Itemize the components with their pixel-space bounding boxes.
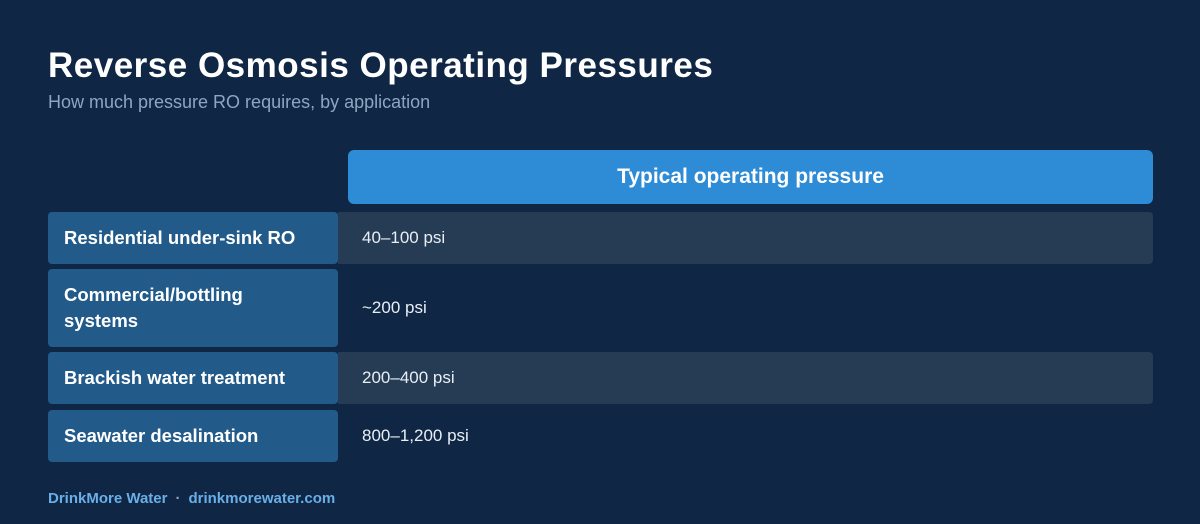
row-label: Seawater desalination — [48, 410, 338, 462]
page-subtitle: How much pressure RO requires, by applic… — [48, 92, 431, 112]
row-value: ~200 psi — [362, 298, 427, 317]
row-label: Brackish water treatment — [48, 352, 338, 404]
table-row: Brackish water treatment 200–400 psi — [48, 352, 1153, 404]
row-value: 40–100 psi — [338, 212, 1153, 264]
table-row: Commercial/bottling systems ~200 psi — [48, 269, 1153, 347]
footer-separator: · — [175, 490, 181, 507]
footer-link[interactable]: drinkmorewater.com — [188, 490, 336, 507]
row-value: 200–400 psi — [338, 352, 1153, 404]
column-header: Typical operating pressure — [348, 150, 1153, 204]
footer-brand: DrinkMore Water — [48, 490, 168, 507]
table-row: Residential under-sink RO 40–100 psi — [48, 212, 1153, 264]
row-value: 800–1,200 psi — [362, 426, 469, 445]
row-label: Commercial/bottling systems — [48, 269, 338, 347]
footer: DrinkMore Water · drinkmorewater.com — [48, 489, 335, 509]
row-label: Residential under-sink RO — [48, 212, 338, 264]
table-row: Seawater desalination 800–1,200 psi — [48, 410, 1153, 462]
page-title: Reverse Osmosis Operating Pressures — [48, 46, 714, 85]
